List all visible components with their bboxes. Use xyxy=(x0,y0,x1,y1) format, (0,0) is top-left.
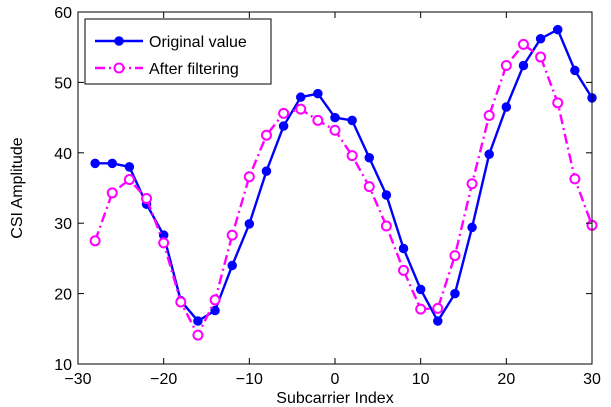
data-point-after-filtering xyxy=(209,294,221,306)
y-tick-label: 10 xyxy=(54,357,72,374)
data-point-after-filtering xyxy=(278,107,290,119)
data-point-after-filtering xyxy=(466,178,478,190)
data-point-after-filtering xyxy=(449,250,461,262)
data-point-original-value xyxy=(570,65,580,76)
data-point-original-value xyxy=(107,158,118,169)
data-point-after-filtering xyxy=(380,220,392,232)
data-point-after-filtering xyxy=(329,124,341,136)
legend-swatch-filtered-marker xyxy=(113,62,125,74)
x-tick-label: 10 xyxy=(412,371,430,388)
data-point-original-value xyxy=(415,284,426,295)
data-point-original-value xyxy=(398,243,409,254)
data-point-original-value xyxy=(381,190,392,200)
y-tick-label: 50 xyxy=(54,75,72,92)
data-point-after-filtering xyxy=(346,150,358,162)
series-line-after-filtering xyxy=(94,43,594,337)
y-tick-label: 30 xyxy=(54,216,72,233)
data-point-original-value xyxy=(433,316,443,326)
data-point-original-value xyxy=(295,92,306,102)
legend-label-filtered: After filtering xyxy=(149,61,239,78)
data-point-after-filtering xyxy=(141,193,153,205)
x-tick-label: 30 xyxy=(583,371,601,388)
data-point-original-value xyxy=(518,60,529,71)
data-point-after-filtering xyxy=(106,187,118,199)
data-point-original-value xyxy=(552,24,563,35)
data-point-after-filtering xyxy=(226,229,238,241)
x-tick-label: −10 xyxy=(236,371,263,388)
data-point-original-value xyxy=(227,260,237,271)
y-tick-label: 40 xyxy=(54,146,72,163)
y-axis-title: CSI Amplitude xyxy=(9,137,26,238)
data-point-original-value xyxy=(193,316,203,326)
data-point-original-value xyxy=(210,305,220,316)
data-point-after-filtering xyxy=(260,129,272,141)
data-point-original-value xyxy=(501,102,512,112)
data-point-after-filtering xyxy=(89,235,101,247)
data-point-after-filtering xyxy=(500,60,512,72)
data-point-original-value xyxy=(261,166,272,176)
legend-swatch-original-marker xyxy=(114,36,124,46)
data-point-after-filtering xyxy=(415,303,427,315)
data-point-after-filtering xyxy=(158,237,170,249)
data-point-after-filtering xyxy=(192,329,204,341)
data-point-after-filtering xyxy=(483,109,495,121)
x-tick-label: −30 xyxy=(64,371,91,388)
x-tick-label: 0 xyxy=(331,371,340,388)
x-tick-label: 20 xyxy=(497,371,515,388)
data-point-after-filtering xyxy=(517,38,529,50)
data-point-original-value xyxy=(450,288,460,299)
data-point-original-value xyxy=(244,219,255,229)
data-point-original-value xyxy=(313,88,323,99)
data-point-after-filtering xyxy=(569,173,581,185)
data-point-original-value xyxy=(330,112,340,123)
data-point-after-filtering xyxy=(175,296,187,308)
data-point-after-filtering xyxy=(123,174,135,186)
data-point-after-filtering xyxy=(552,97,564,109)
data-point-original-value xyxy=(484,149,494,159)
x-tick-label: −20 xyxy=(150,371,177,388)
y-tick-label: 20 xyxy=(54,287,72,304)
data-point-after-filtering xyxy=(243,171,255,183)
legend-box xyxy=(84,18,272,85)
data-point-after-filtering xyxy=(312,114,324,126)
y-tick-label: 60 xyxy=(54,5,72,22)
data-point-original-value xyxy=(124,162,135,172)
data-point-after-filtering xyxy=(363,181,375,193)
data-point-original-value xyxy=(90,158,100,169)
data-point-original-value xyxy=(278,121,289,131)
data-point-after-filtering xyxy=(432,302,444,314)
data-point-original-value xyxy=(364,152,375,163)
data-point-original-value xyxy=(467,222,477,233)
data-point-after-filtering xyxy=(295,103,307,115)
data-point-original-value xyxy=(347,115,357,126)
data-point-after-filtering xyxy=(535,51,547,63)
legend: Original value After filtering xyxy=(84,18,272,85)
legend-label-original: Original value xyxy=(149,34,247,51)
data-point-original-value xyxy=(535,34,546,44)
data-point-after-filtering xyxy=(398,264,410,276)
x-axis-title: Subcarrier Index xyxy=(276,390,393,407)
